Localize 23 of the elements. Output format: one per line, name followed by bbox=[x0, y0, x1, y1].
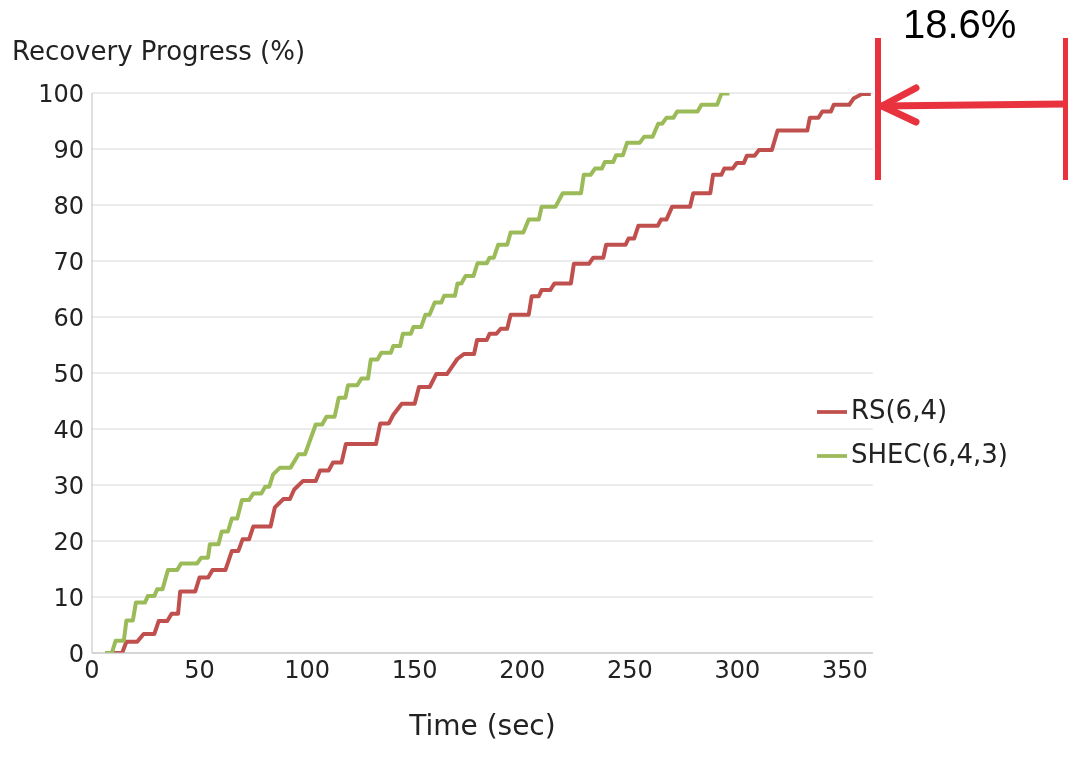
y-tick-label: 50 bbox=[53, 359, 84, 388]
y-tick-label: 100 bbox=[38, 79, 84, 108]
y-tick-label: 70 bbox=[53, 247, 84, 276]
x-tick-label: 100 bbox=[284, 656, 331, 685]
y-tick-label: 80 bbox=[53, 191, 84, 220]
line-series bbox=[102, 93, 732, 653]
x-tick-label: 300 bbox=[714, 656, 761, 685]
x-tick-label: 250 bbox=[606, 656, 653, 685]
x-axis-title: Time (sec) bbox=[408, 709, 556, 742]
legend-label: RS(6,4) bbox=[850, 395, 948, 425]
text: 18.6% bbox=[903, 2, 1017, 47]
y-tick-label: 60 bbox=[53, 303, 84, 332]
x-tick-label: 350 bbox=[822, 656, 868, 685]
y-tick-label: 40 bbox=[53, 415, 84, 444]
y-axis-title: Recovery Progress (%) bbox=[12, 36, 306, 66]
x-tick-label: 150 bbox=[391, 656, 438, 685]
x-tick-label: 50 bbox=[184, 656, 215, 685]
y-tick-label: 90 bbox=[53, 135, 84, 164]
y-tick-label: 10 bbox=[53, 583, 84, 612]
x-tick-label: 200 bbox=[499, 656, 546, 685]
y-tick-label: 30 bbox=[53, 471, 84, 500]
y-tick-label: 20 bbox=[53, 527, 84, 556]
legend-label: SHEC(6,4,3) bbox=[850, 439, 1008, 469]
